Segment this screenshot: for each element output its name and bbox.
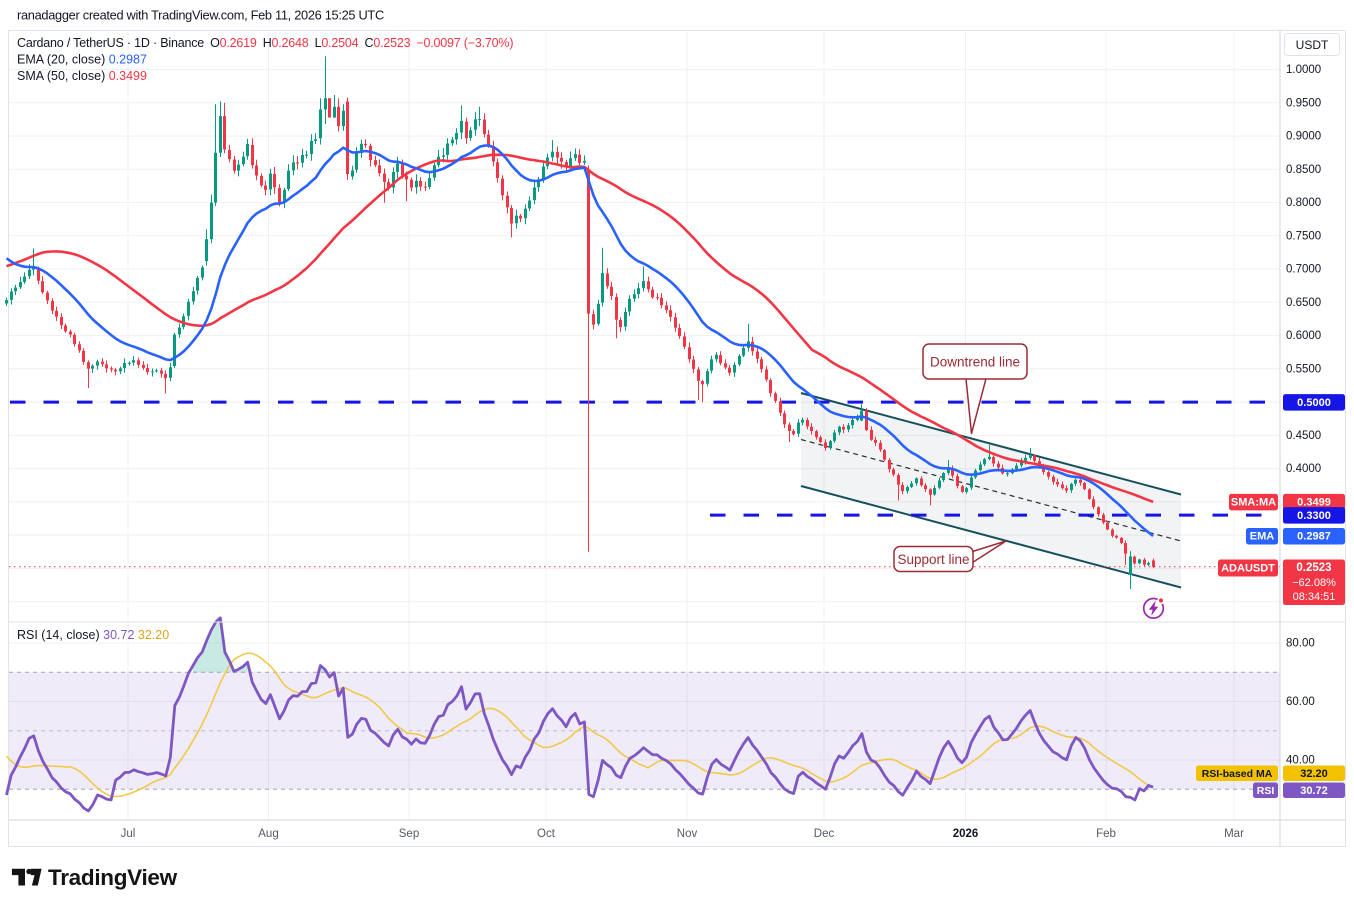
svg-text:Downtrend line: Downtrend line	[930, 355, 1020, 370]
svg-text:RSI: RSI	[1257, 785, 1275, 797]
svg-text:0.3499: 0.3499	[1297, 497, 1331, 509]
svg-text:−62.08%: −62.08%	[1292, 577, 1336, 589]
svg-text:0.7000: 0.7000	[1286, 264, 1321, 276]
svg-text:Nov: Nov	[677, 828, 698, 840]
svg-text:0.9500: 0.9500	[1286, 97, 1321, 109]
svg-text:EMA (20, close) 0.2987: EMA (20, close) 0.2987	[17, 53, 147, 67]
svg-text:60.00: 60.00	[1286, 696, 1315, 708]
svg-text:0.8500: 0.8500	[1286, 164, 1321, 176]
svg-text:Cardano / TetherUS · 1D · Bina: Cardano / TetherUS · 1D · Binance O0.261…	[17, 36, 513, 50]
svg-text:0.4000: 0.4000	[1286, 463, 1321, 475]
svg-text:0.2523: 0.2523	[1296, 562, 1331, 574]
svg-text:SMA (50, close) 0.3499: SMA (50, close) 0.3499	[17, 69, 147, 83]
svg-text:40.00: 40.00	[1286, 755, 1315, 767]
svg-text:0.5500: 0.5500	[1286, 363, 1321, 375]
svg-text:32.20: 32.20	[1300, 768, 1328, 780]
svg-text:Aug: Aug	[258, 828, 278, 840]
svg-text:0.9000: 0.9000	[1286, 131, 1321, 143]
svg-text:EMA: EMA	[1250, 531, 1275, 543]
svg-text:Feb: Feb	[1096, 828, 1116, 840]
svg-text:0.4500: 0.4500	[1286, 430, 1321, 442]
svg-text:08:34:51: 08:34:51	[1293, 591, 1336, 603]
svg-text:Mar: Mar	[1224, 828, 1244, 840]
svg-text:0.6500: 0.6500	[1286, 297, 1321, 309]
svg-text:Jul: Jul	[121, 828, 136, 840]
svg-text:0.2987: 0.2987	[1297, 531, 1331, 543]
svg-text:ADAUSDT: ADAUSDT	[1221, 563, 1275, 575]
svg-text:Sep: Sep	[399, 828, 419, 840]
svg-text:Dec: Dec	[814, 828, 835, 840]
svg-text:RSI-based MA: RSI-based MA	[1202, 768, 1273, 780]
svg-text:Oct: Oct	[537, 828, 556, 840]
svg-text:2026: 2026	[953, 828, 979, 840]
svg-text:0.8000: 0.8000	[1286, 197, 1321, 209]
svg-text:RSI (14, close) 30.72 32.20: RSI (14, close) 30.72 32.20	[17, 628, 169, 642]
svg-text:SMA:MA: SMA:MA	[1231, 497, 1276, 509]
svg-text:1.0000: 1.0000	[1286, 64, 1321, 76]
svg-text:80.00: 80.00	[1286, 638, 1315, 650]
svg-text:30.72: 30.72	[1300, 785, 1328, 797]
svg-text:TradingView: TradingView	[48, 865, 178, 890]
svg-text:0.3300: 0.3300	[1297, 510, 1331, 522]
svg-text:USDT: USDT	[1296, 38, 1329, 52]
svg-text:0.5000: 0.5000	[1297, 397, 1331, 409]
svg-text:0.6000: 0.6000	[1286, 330, 1321, 342]
svg-text:0.7500: 0.7500	[1286, 230, 1321, 242]
svg-text:ranadagger created with Tradin: ranadagger created with TradingView.com,…	[17, 8, 384, 23]
svg-text:Support line: Support line	[897, 552, 969, 567]
